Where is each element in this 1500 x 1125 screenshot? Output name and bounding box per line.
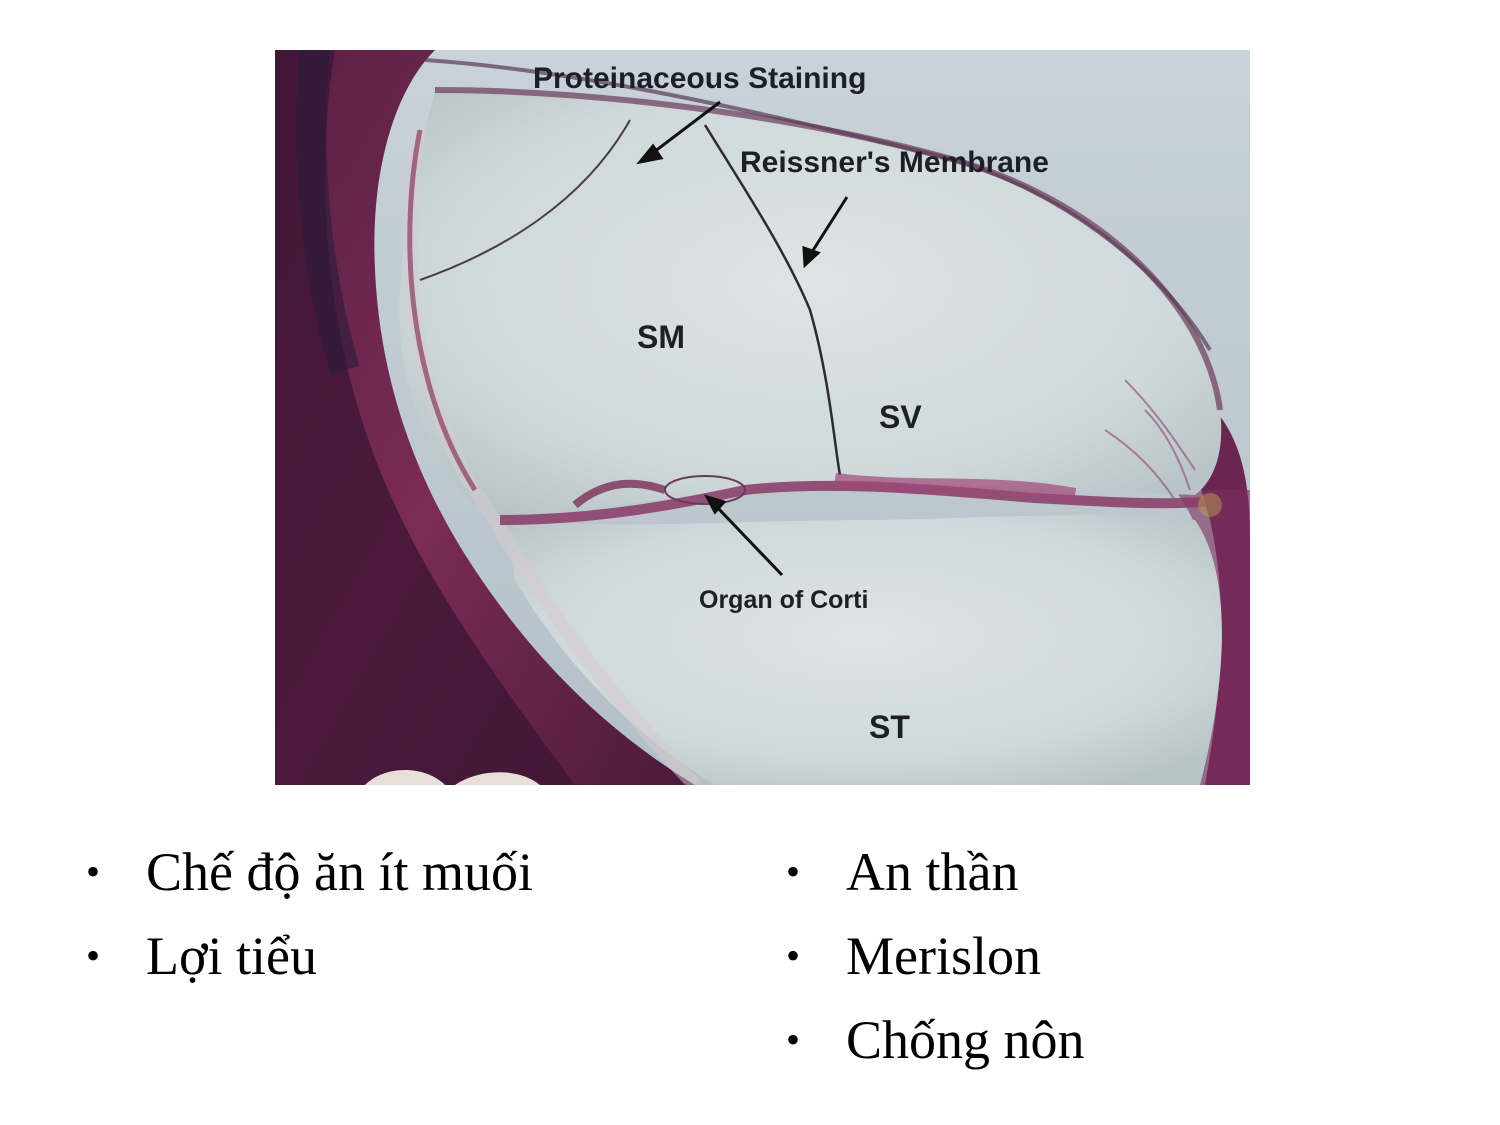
label-organ-of-corti: Organ of Corti bbox=[699, 586, 868, 614]
cochlea-micrograph: Proteinaceous Staining Reissner's Membra… bbox=[275, 50, 1250, 785]
list-item-text: Merislon bbox=[846, 926, 1041, 986]
bullet-list-left: • Chế độ ăn ít muối • Lợi tiểu bbox=[86, 830, 533, 998]
bullet-marker: • bbox=[786, 1017, 801, 1062]
list-item-text: Chống nôn bbox=[846, 1010, 1085, 1070]
list-item-text: An thần bbox=[846, 842, 1019, 902]
list-item-text: Chế độ ăn ít muối bbox=[146, 842, 533, 902]
bullet-list-right: • An thần • Merislon • Chống nôn bbox=[786, 830, 1085, 1082]
label-reissners-membrane: Reissner's Membrane bbox=[740, 146, 1049, 179]
label-st: ST bbox=[869, 709, 910, 745]
bullet-marker: • bbox=[86, 933, 101, 978]
list-item: • Merislon bbox=[786, 914, 1085, 998]
list-item: • Chống nôn bbox=[786, 998, 1085, 1082]
bullet-marker: • bbox=[786, 849, 801, 894]
list-item: • An thần bbox=[786, 830, 1085, 914]
list-item: • Chế độ ăn ít muối bbox=[86, 830, 533, 914]
list-item-text: Lợi tiểu bbox=[146, 926, 318, 986]
bullet-marker: • bbox=[786, 933, 801, 978]
label-proteinaceous-staining: Proteinaceous Staining bbox=[533, 62, 866, 95]
bullet-marker: • bbox=[86, 849, 101, 894]
label-sv: SV bbox=[879, 399, 922, 435]
list-item: • Lợi tiểu bbox=[86, 914, 533, 998]
label-sm: SM bbox=[637, 319, 685, 355]
